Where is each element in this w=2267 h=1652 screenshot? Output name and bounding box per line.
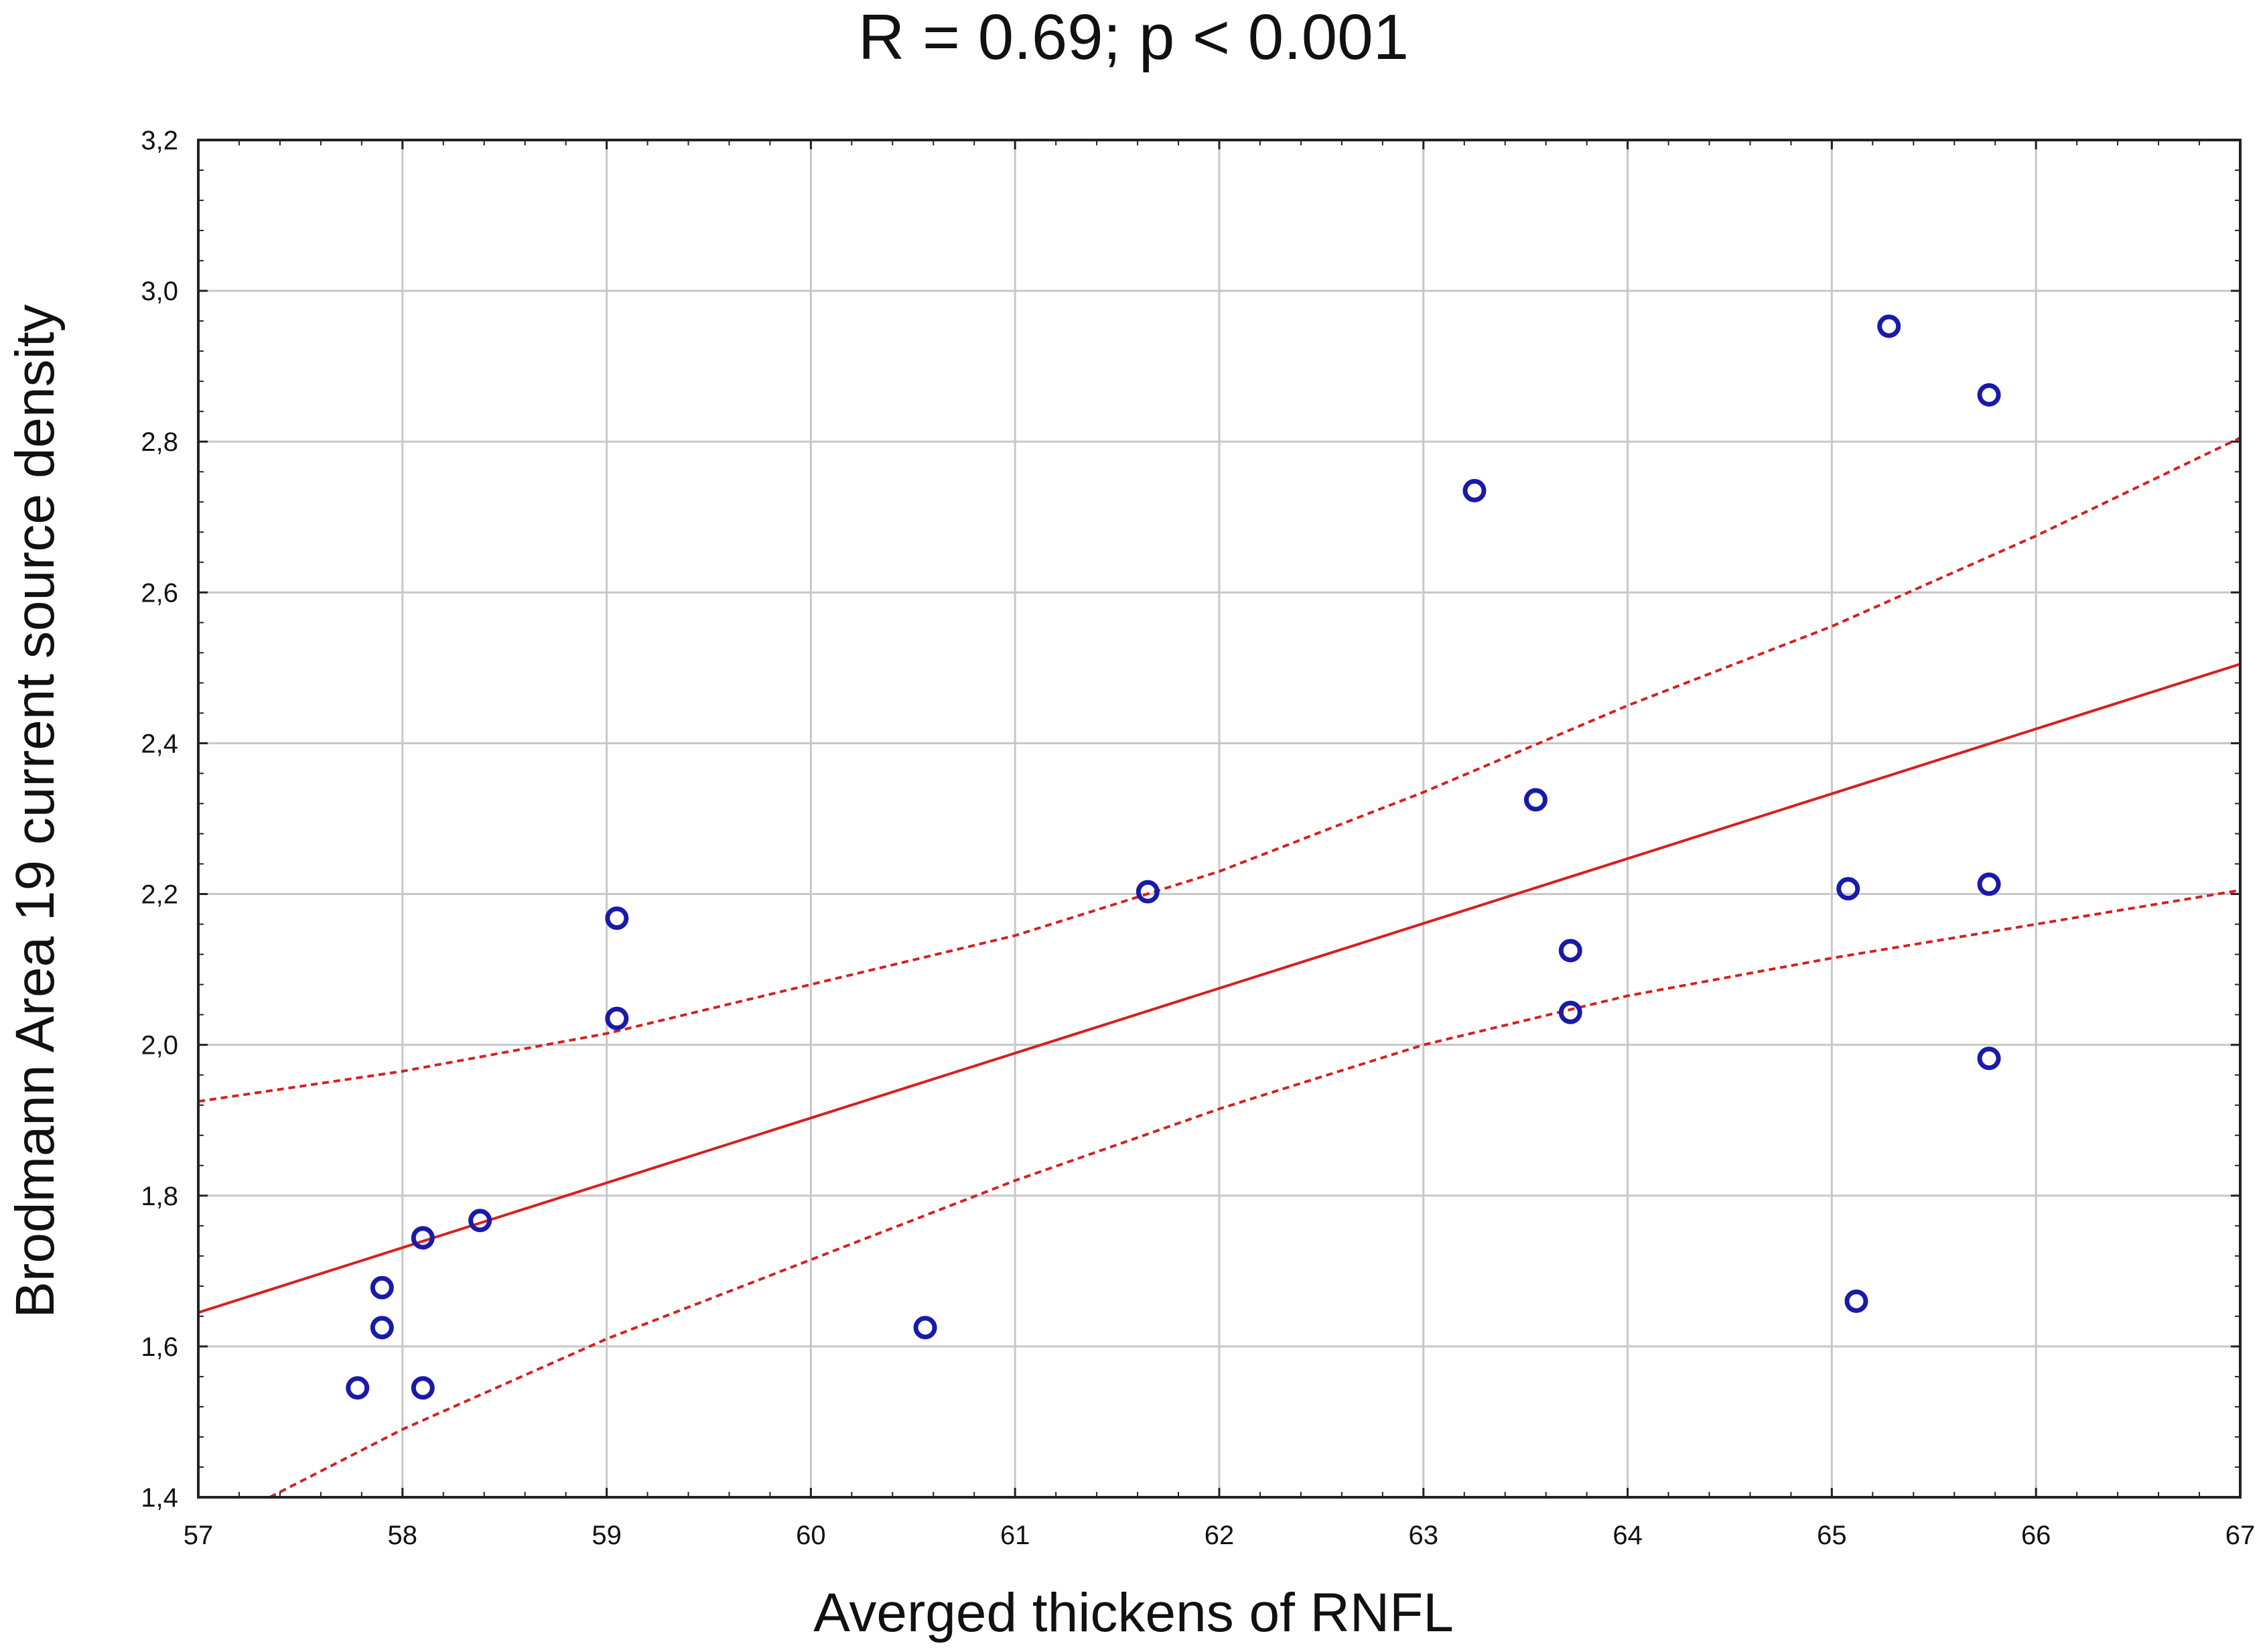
data-points	[346, 314, 2001, 1400]
x-tick-label: 58	[388, 1521, 418, 1550]
data-point	[1558, 1000, 1582, 1024]
data-point	[411, 1226, 435, 1250]
data-point	[605, 906, 629, 931]
y-tick-label: 1,8	[141, 1182, 178, 1211]
tick-labels: 57 58 59 60 61 62 63 64 65 66 67 1,4 1,6 1,8 2,0 2,2 2,4…	[141, 126, 2255, 1550]
y-tick-label: 2,2	[141, 880, 178, 910]
y-tick-label: 1,4	[141, 1483, 178, 1513]
data-point	[1977, 872, 2001, 896]
confidence-upper-line	[198, 436, 2241, 1103]
data-point	[1844, 1289, 1868, 1313]
confidence-lower-line	[269, 888, 2241, 1499]
y-tick-label: 2,0	[141, 1031, 178, 1060]
data-point	[605, 1006, 629, 1030]
grid	[198, 140, 2240, 1497]
x-tick-label: 65	[1817, 1521, 1847, 1550]
x-tick-label: 66	[2021, 1521, 2051, 1550]
data-point	[370, 1276, 394, 1300]
data-point	[913, 1316, 937, 1340]
x-tick-label: 57	[184, 1521, 214, 1550]
data-point	[1977, 383, 2001, 407]
data-point	[468, 1209, 492, 1233]
regression-line	[198, 663, 2241, 1314]
x-tick-label: 59	[592, 1521, 622, 1550]
y-axis-label: Brodmann Area 19 current source density	[5, 304, 66, 1318]
data-point	[1462, 478, 1487, 502]
x-tick-label: 67	[2225, 1521, 2256, 1550]
data-point	[346, 1376, 370, 1400]
data-point	[1836, 877, 1860, 901]
data-point	[1877, 314, 1901, 338]
x-tick-label: 61	[1000, 1521, 1030, 1550]
x-tick-label: 62	[1205, 1521, 1235, 1550]
data-point	[1558, 939, 1582, 963]
y-tick-label: 2,8	[141, 427, 178, 457]
x-tick-label: 64	[1612, 1521, 1643, 1550]
x-tick-label: 60	[796, 1521, 826, 1550]
y-tick-label: 3,0	[141, 277, 178, 306]
y-tick-label: 2,6	[141, 578, 178, 608]
y-tick-label: 1,6	[141, 1332, 178, 1362]
data-point	[370, 1316, 394, 1340]
y-tick-label: 3,2	[141, 126, 178, 155]
y-tick-label: 2,4	[141, 729, 178, 758]
chart-title: R = 0.69; p < 0.001	[858, 1, 1409, 73]
data-point	[411, 1376, 435, 1400]
data-point	[1136, 880, 1160, 904]
data-point	[1523, 788, 1548, 812]
data-point	[1977, 1046, 2001, 1071]
plot-frame	[197, 139, 2242, 1499]
plot-series	[198, 436, 2241, 1499]
x-tick-label: 63	[1409, 1521, 1439, 1550]
x-axis-label: Averged thickens of RNFL	[813, 1582, 1454, 1643]
